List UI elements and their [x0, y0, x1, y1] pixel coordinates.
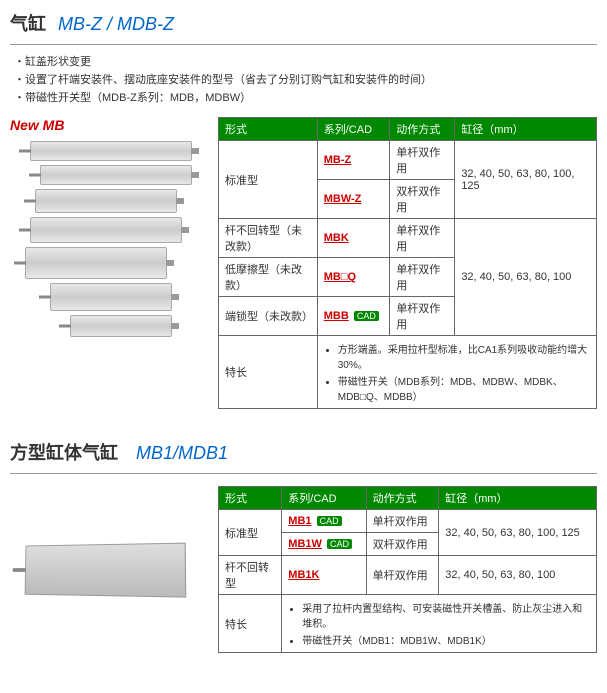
th-series: 系列/CAD [317, 118, 389, 141]
square-cylinder-icon [25, 542, 187, 597]
th-series: 系列/CAD [282, 487, 366, 510]
cell-action: 双杆双作用 [366, 533, 439, 556]
th-bore: 缸径（mm） [455, 118, 597, 141]
cell-type: 标准型 [219, 141, 318, 219]
table-row: 特长 方形端盖。采用拉杆型标准，比CA1系列吸收动能约增大30%。 带磁性开关（… [219, 336, 597, 409]
cell-series: MBW-Z [317, 180, 389, 219]
cell-series: MB1K [282, 556, 366, 595]
cylinder-icon [25, 247, 167, 279]
cell-feat-label: 特长 [219, 336, 318, 409]
cad-badge[interactable]: CAD [327, 539, 352, 549]
series-link[interactable]: MBW-Z [324, 193, 362, 205]
table-row: 特长 采用了拉杆内置型结构、可安装磁性开关槽盖、防止灰尘进入和堆积。 带磁性开关… [219, 595, 597, 653]
product-title-2: 方型缸体气缸 [10, 439, 118, 465]
cell-type: 杆不回转型 [219, 556, 282, 595]
product-image-1: New MB [10, 117, 210, 409]
divider [10, 473, 597, 474]
cell-type: 端锁型（未改款） [219, 297, 318, 336]
series-link[interactable]: MB1 [288, 515, 311, 527]
cylinder-icon [70, 315, 172, 337]
cell-action: 单杆双作用 [390, 219, 455, 258]
bullet: ・缸盖形状变更 [14, 53, 597, 69]
cell-features: 采用了拉杆内置型结构、可安装磁性开关槽盖、防止灰尘进入和堆积。 带磁性开关（MD… [282, 595, 597, 653]
feature-item: 方形端盖。采用拉杆型标准，比CA1系列吸收动能约增大30%。 [338, 341, 590, 371]
feature-item: 带磁性开关（MDB系列：MDB、MDBW、MDBK、MDB□Q、MDBB） [338, 373, 590, 403]
series-link[interactable]: MB□Q [324, 271, 356, 283]
cad-badge[interactable]: CAD [354, 311, 379, 321]
feature-bullets-1: ・缸盖形状变更 ・设置了杆端安装件、摆动底座安装件的型号（省去了分别订购气缸和安… [10, 53, 597, 105]
cell-series: MB1 CAD [282, 510, 366, 533]
cell-bore: 32, 40, 50, 63, 80, 100, 125 [455, 141, 597, 219]
spec-table-2: 形式 系列/CAD 动作方式 缸径（mm） 标准型 MB1 CAD 单杆双作用 … [218, 486, 597, 653]
cell-series: MBB CAD [317, 297, 389, 336]
cell-series: MB-Z [317, 141, 389, 180]
cell-action: 双杆双作用 [390, 180, 455, 219]
cell-features: 方形端盖。采用拉杆型标准，比CA1系列吸收动能约增大30%。 带磁性开关（MDB… [317, 336, 596, 409]
product-model-2: MB1/MDB1 [136, 443, 228, 464]
cell-type: 标准型 [219, 510, 282, 556]
cell-series: MB□Q [317, 258, 389, 297]
feature-item: 带磁性开关（MDB1：MDB1W、MDB1K） [302, 632, 590, 647]
cylinder-icon [40, 165, 192, 185]
cell-action: 单杆双作用 [390, 141, 455, 180]
th-form: 形式 [219, 118, 318, 141]
cylinder-icon [50, 283, 172, 311]
cell-series: MB1W CAD [282, 533, 366, 556]
table-row: 杆不回转型 MB1K 单杆双作用 32, 40, 50, 63, 80, 100 [219, 556, 597, 595]
spec-table-1: 形式 系列/CAD 动作方式 缸径（mm） 标准型 MB-Z 单杆双作用 32,… [218, 117, 597, 409]
bullet: ・设置了杆端安装件、摆动底座安装件的型号（省去了分别订购气缸和安装件的时间） [14, 71, 597, 87]
cell-bore: 32, 40, 50, 63, 80, 100 [455, 219, 597, 336]
cell-action: 单杆双作用 [366, 510, 439, 533]
cylinder-icon [30, 217, 182, 243]
cell-bore: 32, 40, 50, 63, 80, 100, 125 [439, 510, 597, 556]
cylinder-icon [35, 189, 177, 213]
product-model-1: MB-Z / MDB-Z [58, 14, 174, 35]
table-row: 标准型 MB-Z 单杆双作用 32, 40, 50, 63, 80, 100, … [219, 141, 597, 180]
cell-type: 低摩擦型（未改款） [219, 258, 318, 297]
table-row: 标准型 MB1 CAD 单杆双作用 32, 40, 50, 63, 80, 10… [219, 510, 597, 533]
bullet: ・带磁性开关型（MDB-Z系列：MDB，MDBW） [14, 89, 597, 105]
cad-badge[interactable]: CAD [317, 516, 342, 526]
series-link[interactable]: MB1W [288, 538, 322, 550]
series-link[interactable]: MB1K [288, 569, 319, 581]
series-link[interactable]: MB-Z [324, 154, 352, 166]
th-action: 动作方式 [390, 118, 455, 141]
th-action: 动作方式 [366, 487, 439, 510]
cylinder-icon [30, 141, 192, 161]
series-link[interactable]: MBB [324, 310, 349, 322]
cell-feat-label: 特长 [219, 595, 282, 653]
series-link[interactable]: MBK [324, 232, 349, 244]
th-form: 形式 [219, 487, 282, 510]
cell-type: 杆不回转型（未改款） [219, 219, 318, 258]
cell-action: 单杆双作用 [366, 556, 439, 595]
feature-item: 采用了拉杆内置型结构、可安装磁性开关槽盖、防止灰尘进入和堆积。 [302, 600, 590, 630]
new-mb-label: New MB [10, 117, 210, 133]
cell-series: MBK [317, 219, 389, 258]
product-title-1: 气缸 [10, 10, 46, 36]
cell-action: 单杆双作用 [390, 297, 455, 336]
product-image-2 [10, 486, 210, 653]
cell-bore: 32, 40, 50, 63, 80, 100 [439, 556, 597, 595]
divider [10, 44, 597, 45]
th-bore: 缸径（mm） [439, 487, 597, 510]
cell-action: 单杆双作用 [390, 258, 455, 297]
table-row: 杆不回转型（未改款） MBK 单杆双作用 32, 40, 50, 63, 80,… [219, 219, 597, 258]
